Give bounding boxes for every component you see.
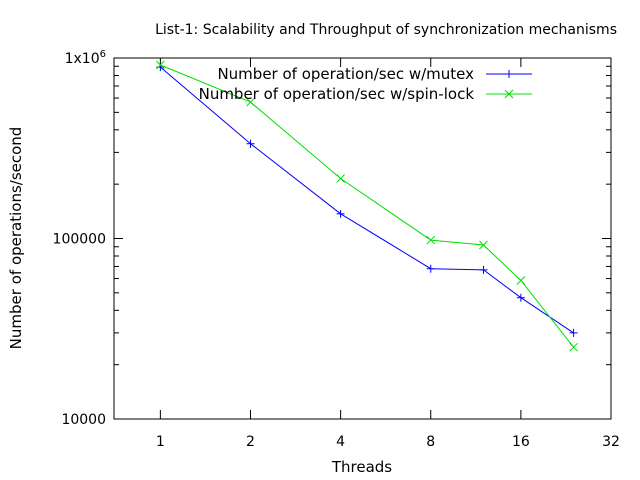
plot-area-frame xyxy=(113,57,612,420)
x-tick-label: 32 xyxy=(602,434,620,450)
data-point xyxy=(336,209,345,218)
data-point xyxy=(479,240,488,250)
y-tick-label-mantissa: 1x10 xyxy=(65,51,100,67)
data-point xyxy=(426,264,435,273)
data-point xyxy=(246,97,255,107)
x-tick-label: 16 xyxy=(512,434,530,450)
series-lines xyxy=(156,60,578,352)
data-point xyxy=(569,328,578,337)
y-tick-label: 10000 xyxy=(61,412,106,428)
data-point xyxy=(516,276,526,285)
y-tick-label: 1x106 xyxy=(65,49,106,67)
y-tick-label: 100000 xyxy=(53,232,106,248)
x-tick-label: 1 xyxy=(156,434,165,450)
y-axis-title: Number of operations/second xyxy=(7,127,25,350)
x-tick-label: 2 xyxy=(246,434,255,450)
data-point xyxy=(156,60,165,70)
data-point xyxy=(426,235,436,245)
data-point xyxy=(479,265,488,274)
legend-marker xyxy=(505,70,513,78)
data-point xyxy=(246,139,255,148)
data-point xyxy=(336,174,345,183)
data-point xyxy=(569,342,578,352)
data-point xyxy=(516,293,525,302)
chart-title: List-1: Scalability and Throughput of sy… xyxy=(155,22,617,38)
x-axis-title: Threads xyxy=(331,458,392,476)
legend-label: Number of operation/sec w/spin-lock xyxy=(199,85,475,103)
x-tick-label: 8 xyxy=(426,434,435,450)
legend-label: Number of operation/sec w/mutex xyxy=(217,65,474,83)
legend: Number of operation/sec w/mutex Number of… xyxy=(199,65,532,103)
axis-ticks: 1 2 4 8 16 32 10000 100000 1x106 xyxy=(53,49,620,450)
x-tick-label: 4 xyxy=(336,434,345,450)
series-line-1 xyxy=(160,66,574,334)
y-tick-label-exponent: 6 xyxy=(100,49,106,60)
series-line-2 xyxy=(160,64,574,348)
legend-marker xyxy=(504,89,514,99)
